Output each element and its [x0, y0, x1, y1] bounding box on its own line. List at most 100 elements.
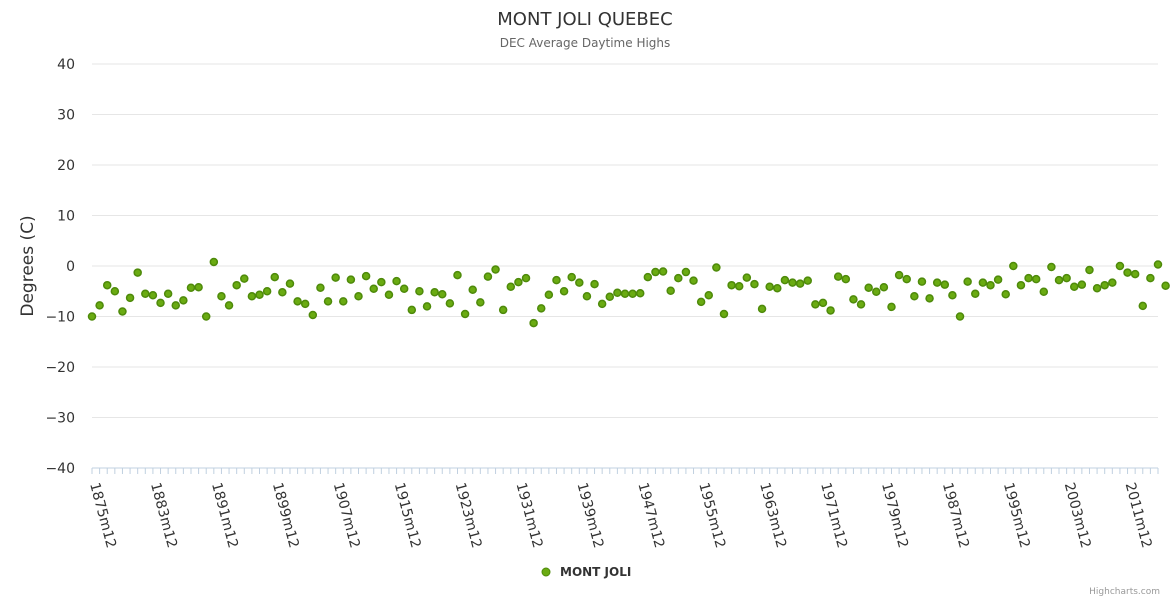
- data-point[interactable]: [346, 275, 356, 284]
- data-point[interactable]: [734, 281, 744, 291]
- data-point[interactable]: [1009, 261, 1018, 271]
- data-point[interactable]: [300, 299, 310, 309]
- data-point[interactable]: [1069, 282, 1079, 291]
- data-point[interactable]: [95, 301, 104, 310]
- data-point[interactable]: [110, 287, 120, 296]
- data-point[interactable]: [872, 287, 881, 297]
- data-point[interactable]: [445, 299, 455, 308]
- data-point[interactable]: [833, 272, 843, 281]
- data-point[interactable]: [270, 272, 279, 282]
- data-point[interactable]: [826, 306, 835, 315]
- data-point[interactable]: [133, 268, 142, 277]
- data-point[interactable]: [377, 277, 386, 287]
- data-point[interactable]: [194, 282, 203, 292]
- data-point[interactable]: [575, 278, 584, 287]
- data-point[interactable]: [1153, 260, 1163, 269]
- data-point[interactable]: [894, 270, 904, 280]
- data-point[interactable]: [605, 292, 615, 302]
- data-point[interactable]: [681, 267, 691, 277]
- data-point[interactable]: [163, 289, 173, 299]
- data-point[interactable]: [963, 277, 972, 286]
- data-point[interactable]: [841, 274, 851, 284]
- data-point[interactable]: [552, 275, 561, 285]
- data-point[interactable]: [141, 289, 150, 299]
- data-point[interactable]: [476, 298, 485, 307]
- data-point[interactable]: [811, 300, 820, 309]
- data-point[interactable]: [293, 297, 302, 306]
- data-point[interactable]: [125, 293, 135, 303]
- data-point[interactable]: [308, 310, 318, 320]
- data-point[interactable]: [643, 272, 653, 282]
- data-point[interactable]: [278, 288, 287, 297]
- data-point[interactable]: [613, 288, 622, 298]
- data-point[interactable]: [209, 257, 219, 267]
- data-point[interactable]: [971, 289, 980, 299]
- data-point[interactable]: [1161, 281, 1170, 290]
- data-point[interactable]: [483, 272, 493, 281]
- data-point[interactable]: [590, 279, 599, 289]
- data-point[interactable]: [316, 283, 325, 292]
- data-point[interactable]: [818, 298, 828, 308]
- data-point[interactable]: [803, 276, 812, 285]
- data-point[interactable]: [369, 284, 378, 293]
- data-point[interactable]: [742, 273, 752, 282]
- data-point[interactable]: [514, 277, 523, 287]
- data-point[interactable]: [506, 282, 516, 291]
- credits[interactable]: Highcharts.com: [1089, 587, 1160, 597]
- data-point[interactable]: [635, 289, 645, 298]
- data-point[interactable]: [118, 307, 127, 316]
- data-point[interactable]: [559, 287, 569, 296]
- data-point[interactable]: [666, 286, 675, 295]
- data-point[interactable]: [521, 273, 531, 283]
- data-point[interactable]: [940, 280, 950, 289]
- data-point[interactable]: [1146, 273, 1155, 283]
- data-point[interactable]: [750, 279, 759, 289]
- data-point[interactable]: [1047, 262, 1056, 272]
- data-point[interactable]: [780, 275, 790, 285]
- data-point[interactable]: [285, 279, 295, 288]
- data-point[interactable]: [887, 302, 896, 312]
- data-point[interactable]: [156, 298, 165, 308]
- data-point[interactable]: [696, 297, 706, 307]
- data-point[interactable]: [339, 297, 348, 306]
- data-point[interactable]: [757, 304, 767, 314]
- data-point[interactable]: [430, 288, 439, 297]
- data-point[interactable]: [224, 301, 234, 310]
- data-point[interactable]: [232, 280, 241, 290]
- data-point[interactable]: [331, 273, 340, 282]
- data-point[interactable]: [674, 273, 683, 283]
- data-point[interactable]: [148, 291, 158, 300]
- legend-label[interactable]: MONT JOLI: [560, 565, 631, 579]
- data-point[interactable]: [399, 284, 409, 293]
- data-point[interactable]: [1039, 287, 1049, 297]
- data-point[interactable]: [689, 276, 698, 285]
- data-point[interactable]: [1130, 269, 1140, 279]
- data-point[interactable]: [1016, 280, 1026, 290]
- data-point[interactable]: [993, 275, 1003, 284]
- data-point[interactable]: [795, 279, 805, 288]
- data-point[interactable]: [955, 312, 965, 321]
- data-point[interactable]: [1001, 290, 1010, 299]
- data-point[interactable]: [727, 280, 736, 290]
- data-point[interactable]: [917, 277, 927, 286]
- data-point[interactable]: [1123, 268, 1132, 277]
- data-point[interactable]: [384, 290, 394, 300]
- data-point[interactable]: [712, 263, 721, 272]
- data-point[interactable]: [978, 278, 988, 287]
- data-point[interactable]: [1100, 280, 1109, 290]
- data-point[interactable]: [902, 274, 911, 284]
- data-point[interactable]: [620, 289, 630, 299]
- data-point[interactable]: [247, 292, 257, 301]
- data-point[interactable]: [948, 291, 957, 300]
- data-point[interactable]: [415, 287, 424, 296]
- data-point[interactable]: [1024, 273, 1033, 283]
- data-point[interactable]: [392, 276, 401, 286]
- data-point[interactable]: [1115, 261, 1125, 271]
- data-point[interactable]: [864, 283, 873, 292]
- data-point[interactable]: [1062, 273, 1071, 283]
- data-point[interactable]: [438, 290, 447, 299]
- data-point[interactable]: [407, 305, 417, 315]
- data-point[interactable]: [498, 305, 508, 315]
- data-point[interactable]: [1108, 278, 1117, 287]
- data-point[interactable]: [201, 312, 211, 321]
